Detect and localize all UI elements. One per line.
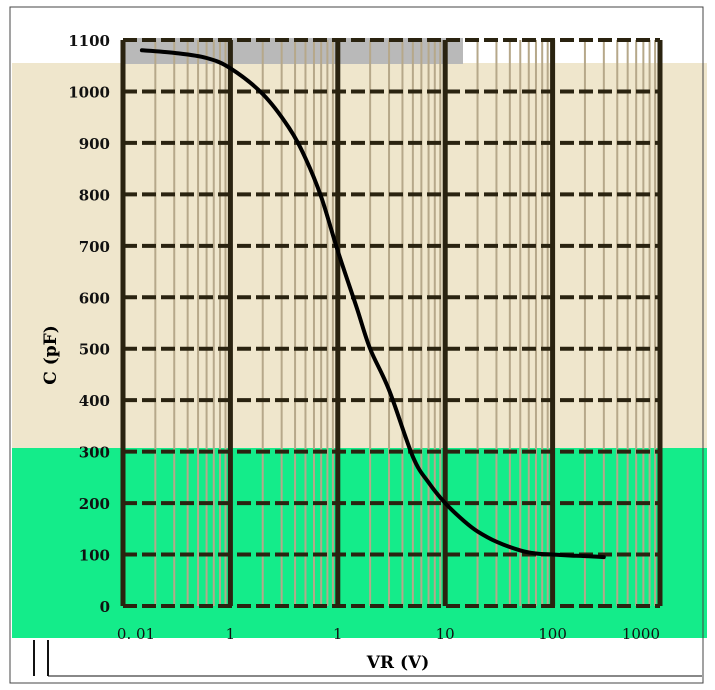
y-tick-label: 500 bbox=[79, 341, 110, 359]
x-tick-label: 0. 01 bbox=[117, 625, 155, 643]
chart-backdrop bbox=[12, 38, 707, 638]
x-tick-label: 1 bbox=[226, 625, 236, 643]
beige-panel bbox=[12, 63, 707, 448]
outer-border bbox=[9, 6, 704, 684]
y-axis-ticks: 0 100 200 300 400 500 600 700 800 900 1000 1100 bbox=[68, 32, 110, 616]
y-tick-label: 600 bbox=[79, 289, 110, 307]
y-tick-label: 1000 bbox=[68, 83, 110, 101]
green-panel bbox=[12, 448, 707, 638]
y-tick-label: 400 bbox=[79, 392, 110, 410]
y-tick-label: 900 bbox=[79, 135, 110, 153]
x-axis-ticks: 0. 01 1 1 10 100 1000 bbox=[117, 625, 660, 643]
y-tick-label: 700 bbox=[79, 238, 110, 256]
x-tick-label: 1000 bbox=[622, 625, 660, 643]
y-tick-label: 800 bbox=[79, 186, 110, 204]
capacitance-curve bbox=[139, 48, 606, 560]
chart-frame bbox=[9, 6, 704, 684]
chart-grid bbox=[120, 38, 663, 608]
y-tick-label: 0 bbox=[100, 598, 110, 616]
y-tick-label: 200 bbox=[79, 495, 110, 513]
y-tick-label: 300 bbox=[79, 444, 110, 462]
gray-band bbox=[123, 38, 463, 64]
x-tick-label: 100 bbox=[538, 625, 567, 643]
x-tick-label: 10 bbox=[436, 625, 455, 643]
x-axis-label: VR (V) bbox=[366, 653, 430, 673]
y-axis-label: C (pF) bbox=[41, 325, 61, 385]
y-tick-label: 100 bbox=[79, 547, 110, 565]
y-tick-label: 1100 bbox=[68, 32, 110, 50]
chart-series bbox=[139, 48, 606, 560]
x-tick-label: 1 bbox=[333, 625, 343, 643]
